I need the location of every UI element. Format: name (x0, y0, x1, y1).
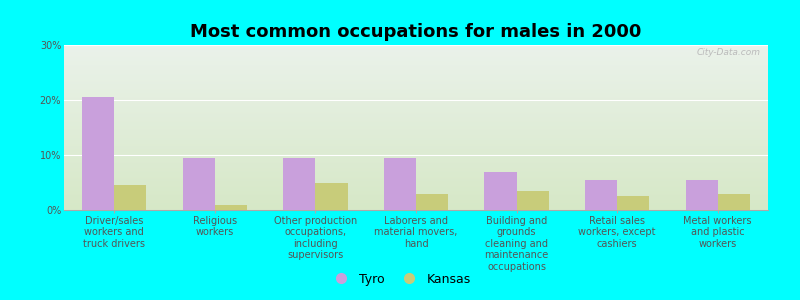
Bar (283, 158, 315, 210)
Bar (484, 172, 517, 210)
Bar (617, 196, 650, 210)
Bar (585, 180, 617, 210)
Title: Most common occupations for males in 2000: Most common occupations for males in 200… (190, 23, 642, 41)
Bar (82, 97, 114, 210)
Bar (718, 194, 750, 210)
Bar (215, 205, 247, 210)
Bar (114, 185, 146, 210)
Bar (182, 158, 215, 210)
Text: City-Data.com: City-Data.com (697, 48, 761, 57)
Bar (315, 182, 348, 210)
Bar (416, 194, 448, 210)
Bar (517, 191, 549, 210)
Bar (384, 158, 416, 210)
Bar (686, 180, 718, 210)
Legend: Tyro, Kansas: Tyro, Kansas (324, 268, 476, 291)
